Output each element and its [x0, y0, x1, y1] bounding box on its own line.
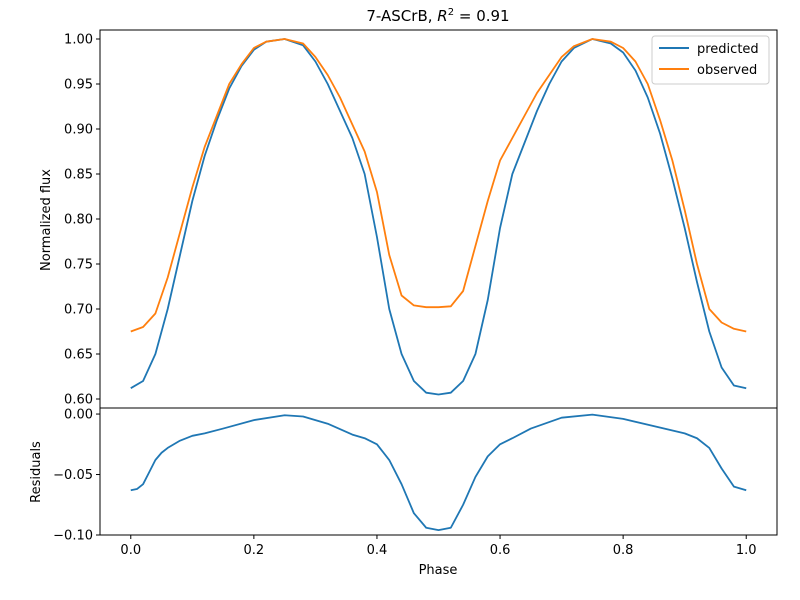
y-axis-label-residuals: Residuals: [29, 441, 44, 503]
y-tick-label-flux: 0.90: [64, 123, 93, 138]
x-tick-label: 0.2: [244, 543, 265, 558]
x-tick-label: 0.0: [120, 543, 141, 558]
y-tick-label-flux: 0.75: [64, 258, 93, 273]
y-tick-label-flux: 0.80: [64, 213, 93, 228]
y-tick-label-flux: 0.60: [64, 393, 93, 408]
legend-label-observed: observed: [697, 63, 757, 78]
y-tick-label-flux: 0.85: [64, 168, 93, 183]
residuals-panel: −0.10 −0.05 0.00 0.0 0.2 0.4 0.6 0.8 1.0: [53, 407, 778, 558]
x-tick-label: 1.0: [736, 543, 757, 558]
axes-frame-flux: [99, 29, 778, 409]
legend: predicted observed: [651, 35, 770, 85]
y-tick-label-flux: 0.70: [64, 303, 93, 318]
series-line-residuals: [130, 413, 747, 532]
y-axis-label-flux: Normalized flux: [39, 169, 54, 271]
axes-frame-residuals: [99, 407, 778, 536]
x-tick-label: 0.8: [613, 543, 634, 558]
x-axis-label: Phase: [419, 563, 458, 578]
series-line-observed: [130, 38, 747, 333]
x-tick-label: 0.4: [367, 543, 388, 558]
legend-label-predicted: predicted: [697, 42, 759, 57]
y-tick-label-residuals: −0.05: [53, 468, 93, 483]
x-tick-label: 0.6: [490, 543, 511, 558]
series-line-predicted: [130, 38, 747, 396]
y-tick-label-flux: 0.95: [64, 78, 93, 93]
y-tick-label-flux: 0.65: [64, 348, 93, 363]
y-tick-label-residuals: 0.00: [64, 408, 93, 423]
chart-title: 7-ASCrB, R2 = 0.91: [366, 7, 509, 25]
y-tick-label-residuals: −0.10: [53, 529, 93, 544]
flux-panel: 0.60 0.65 0.70 0.75 0.80 0.85 0.90 0.95 1.00: [64, 29, 778, 409]
y-tick-label-flux: 1.00: [64, 33, 93, 48]
